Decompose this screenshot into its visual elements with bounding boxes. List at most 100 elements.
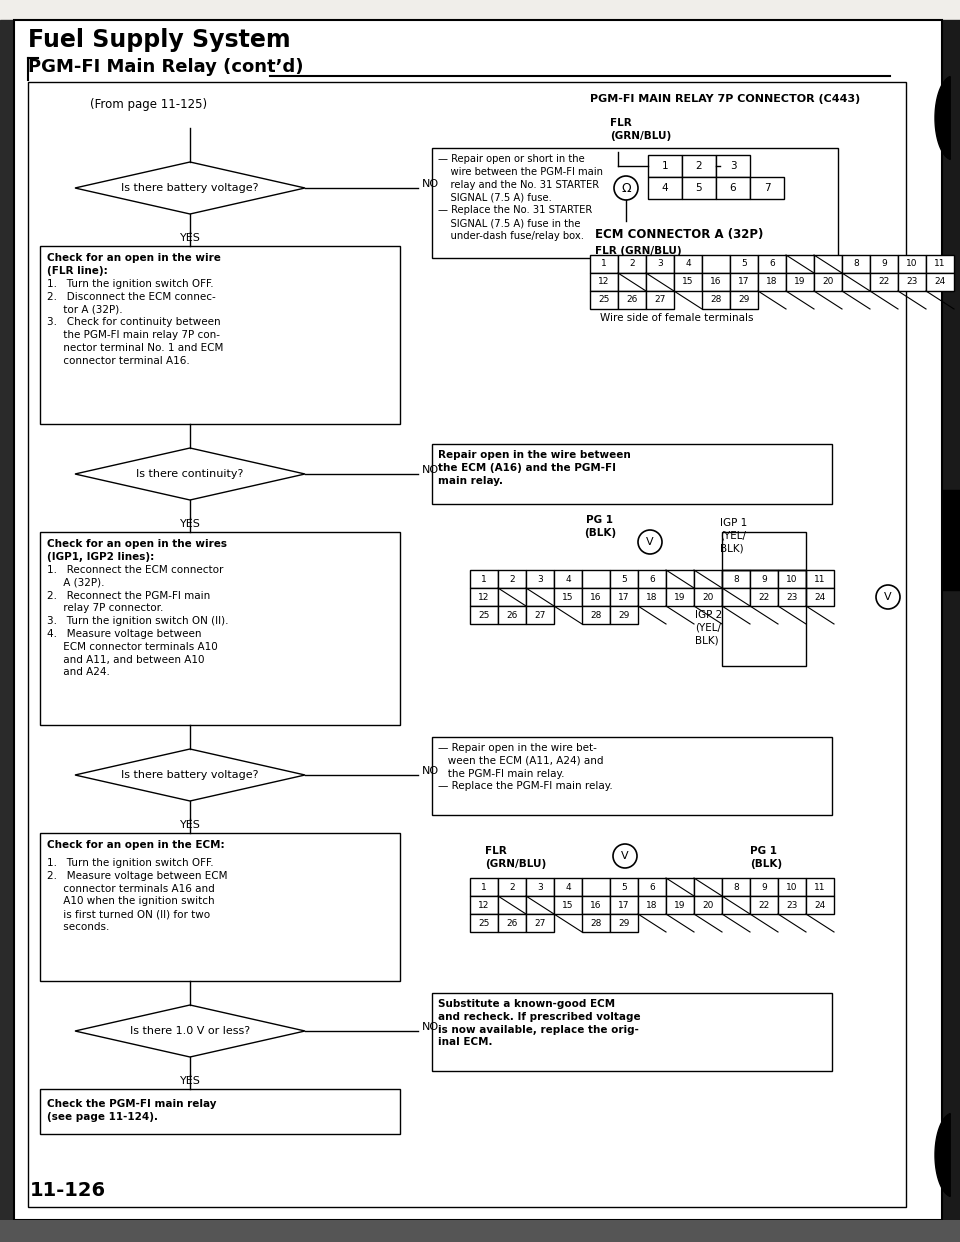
FancyBboxPatch shape [646,255,674,273]
Text: 26: 26 [626,296,637,304]
Text: 4: 4 [565,575,571,584]
Text: 4: 4 [661,183,668,193]
Text: 27: 27 [535,611,545,620]
FancyBboxPatch shape [432,443,832,504]
Text: 19: 19 [794,277,805,287]
Text: NO: NO [422,766,439,776]
FancyBboxPatch shape [554,878,582,895]
FancyBboxPatch shape [806,570,834,587]
FancyBboxPatch shape [730,291,758,309]
Text: 2: 2 [509,883,515,892]
FancyBboxPatch shape [842,255,870,273]
Text: 6: 6 [769,260,775,268]
Polygon shape [942,20,960,1220]
FancyBboxPatch shape [842,273,870,291]
FancyBboxPatch shape [40,246,400,424]
Polygon shape [75,448,305,501]
Text: 15: 15 [563,900,574,909]
Text: 29: 29 [618,919,630,928]
Text: YES: YES [180,519,201,529]
Text: 6: 6 [649,575,655,584]
FancyBboxPatch shape [702,273,730,291]
FancyBboxPatch shape [590,291,618,309]
Text: 8: 8 [733,575,739,584]
FancyBboxPatch shape [470,914,498,932]
Polygon shape [935,77,950,159]
FancyBboxPatch shape [526,895,554,914]
FancyBboxPatch shape [28,82,906,1207]
Text: 23: 23 [906,277,918,287]
Text: 10: 10 [786,575,798,584]
FancyBboxPatch shape [722,878,750,895]
FancyBboxPatch shape [590,255,618,273]
FancyBboxPatch shape [666,587,694,606]
Text: PG 1
(BLK): PG 1 (BLK) [584,515,616,538]
Text: 18: 18 [646,900,658,909]
FancyBboxPatch shape [694,878,722,895]
FancyBboxPatch shape [750,587,778,606]
FancyBboxPatch shape [470,570,498,587]
FancyBboxPatch shape [638,587,666,606]
FancyBboxPatch shape [716,178,750,199]
Text: 11-126: 11-126 [30,1181,107,1200]
FancyBboxPatch shape [778,895,806,914]
Text: 4: 4 [685,260,691,268]
FancyBboxPatch shape [554,895,582,914]
FancyBboxPatch shape [702,291,730,309]
Text: 1: 1 [661,161,668,171]
Text: 16: 16 [710,277,722,287]
FancyBboxPatch shape [526,570,554,587]
Text: 10: 10 [786,883,798,892]
FancyBboxPatch shape [778,570,806,587]
Text: PGM-FI MAIN RELAY 7P CONNECTOR (C443): PGM-FI MAIN RELAY 7P CONNECTOR (C443) [590,94,860,104]
FancyBboxPatch shape [666,570,694,587]
FancyBboxPatch shape [40,532,400,725]
FancyBboxPatch shape [666,895,694,914]
FancyBboxPatch shape [758,273,786,291]
Text: 10: 10 [906,260,918,268]
Text: 3: 3 [538,883,542,892]
Text: 22: 22 [758,900,770,909]
Text: 25: 25 [478,919,490,928]
FancyBboxPatch shape [582,914,610,932]
Text: 9: 9 [761,575,767,584]
Text: Is there battery voltage?: Is there battery voltage? [121,183,259,193]
Text: 12: 12 [478,592,490,601]
Text: 1.   Turn the ignition switch OFF.
2.   Measure voltage between ECM
     connect: 1. Turn the ignition switch OFF. 2. Meas… [47,858,228,932]
FancyBboxPatch shape [470,606,498,623]
Text: Check for an open in the ECM:: Check for an open in the ECM: [47,840,225,850]
FancyBboxPatch shape [582,570,610,587]
Text: ECM CONNECTOR A (32P): ECM CONNECTOR A (32P) [595,229,763,241]
Text: FLR
(GRN/BLU): FLR (GRN/BLU) [485,846,546,869]
Text: — Repair open in the wire bet-
   ween the ECM (A11, A24) and
   the PGM-FI main: — Repair open in the wire bet- ween the … [438,743,612,791]
FancyBboxPatch shape [526,914,554,932]
FancyBboxPatch shape [582,606,610,623]
FancyBboxPatch shape [730,273,758,291]
Text: 26: 26 [506,919,517,928]
Text: 18: 18 [766,277,778,287]
FancyBboxPatch shape [694,895,722,914]
Text: 20: 20 [703,592,713,601]
Text: 9: 9 [881,260,887,268]
Text: 11: 11 [814,883,826,892]
FancyBboxPatch shape [498,570,526,587]
Text: 2: 2 [509,575,515,584]
Text: 17: 17 [618,592,630,601]
FancyBboxPatch shape [470,895,498,914]
FancyBboxPatch shape [610,914,638,932]
Text: YES: YES [180,820,201,830]
Text: 19: 19 [674,900,685,909]
Text: V: V [646,537,654,546]
FancyBboxPatch shape [674,273,702,291]
Text: Substitute a known-good ECM
and recheck. If prescribed voltage
is now available,: Substitute a known-good ECM and recheck.… [438,999,640,1047]
FancyBboxPatch shape [814,255,842,273]
FancyBboxPatch shape [716,155,750,178]
FancyBboxPatch shape [750,895,778,914]
FancyBboxPatch shape [582,587,610,606]
Text: Repair open in the wire between
the ECM (A16) and the PGM-FI
main relay.: Repair open in the wire between the ECM … [438,450,631,486]
FancyBboxPatch shape [470,587,498,606]
Text: V: V [621,851,629,861]
FancyBboxPatch shape [750,878,778,895]
Text: 3: 3 [538,575,542,584]
Text: 5: 5 [696,183,703,193]
